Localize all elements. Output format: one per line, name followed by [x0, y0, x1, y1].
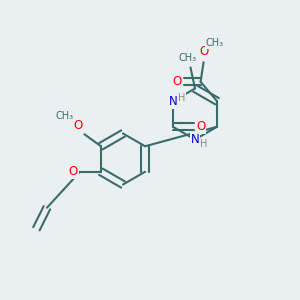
Text: CH₃: CH₃ — [206, 38, 224, 48]
Text: CH₃: CH₃ — [56, 111, 74, 121]
Text: CH₃: CH₃ — [178, 53, 196, 63]
Text: O: O — [199, 45, 208, 58]
Text: O: O — [69, 165, 78, 178]
Text: H: H — [178, 93, 185, 103]
Text: H: H — [200, 139, 207, 149]
Text: N: N — [169, 95, 177, 108]
Text: O: O — [73, 119, 83, 132]
Text: O: O — [172, 75, 181, 88]
Text: N: N — [190, 133, 200, 146]
Text: O: O — [196, 120, 205, 133]
